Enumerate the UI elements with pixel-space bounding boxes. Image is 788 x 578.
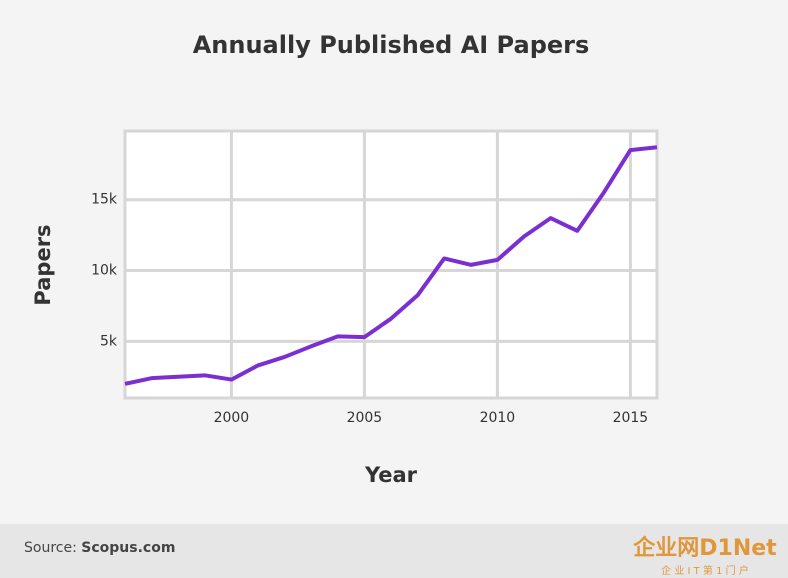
x-tick-label: 2005 [347, 410, 383, 426]
source-label: Source: [24, 540, 77, 556]
x-axis-label: Year [364, 463, 418, 487]
line-series [124, 145, 658, 386]
y-tick-label: 5k [100, 333, 118, 349]
y-tick-label: 15k [91, 192, 118, 208]
x-tick-label: 2000 [214, 410, 250, 426]
x-tick-label: 2010 [480, 410, 516, 426]
y-axis-label: Papers [31, 224, 55, 305]
x-tick-label: 2015 [613, 410, 649, 426]
watermark-tagline: 企 业 I T 第 1 门 户 [661, 564, 749, 577]
plot-border [123, 129, 659, 400]
plot-area [125, 131, 657, 398]
footer-band [0, 524, 788, 578]
source-name: Scopus.com [81, 540, 175, 556]
watermark-brand: 企业网D1Net [632, 535, 777, 561]
y-tick-label: 10k [91, 263, 118, 279]
chart-title: Annually Published AI Papers [193, 31, 590, 59]
footer-source: Source: Scopus.com [24, 540, 175, 556]
